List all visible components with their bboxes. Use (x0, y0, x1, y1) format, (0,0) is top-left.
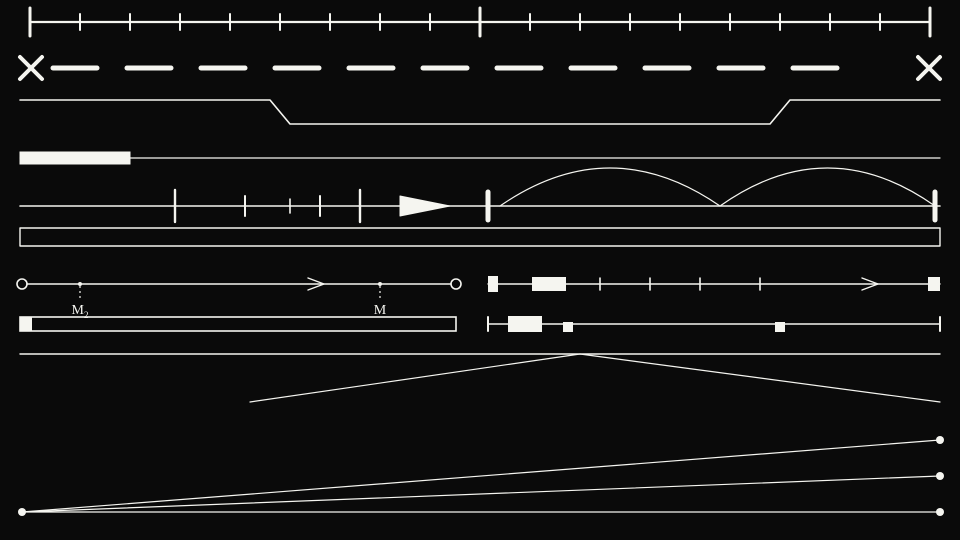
notch-fill (20, 317, 32, 331)
marker-label: M (374, 303, 387, 318)
notation-diagram: M2M (0, 0, 960, 540)
background (0, 0, 960, 540)
